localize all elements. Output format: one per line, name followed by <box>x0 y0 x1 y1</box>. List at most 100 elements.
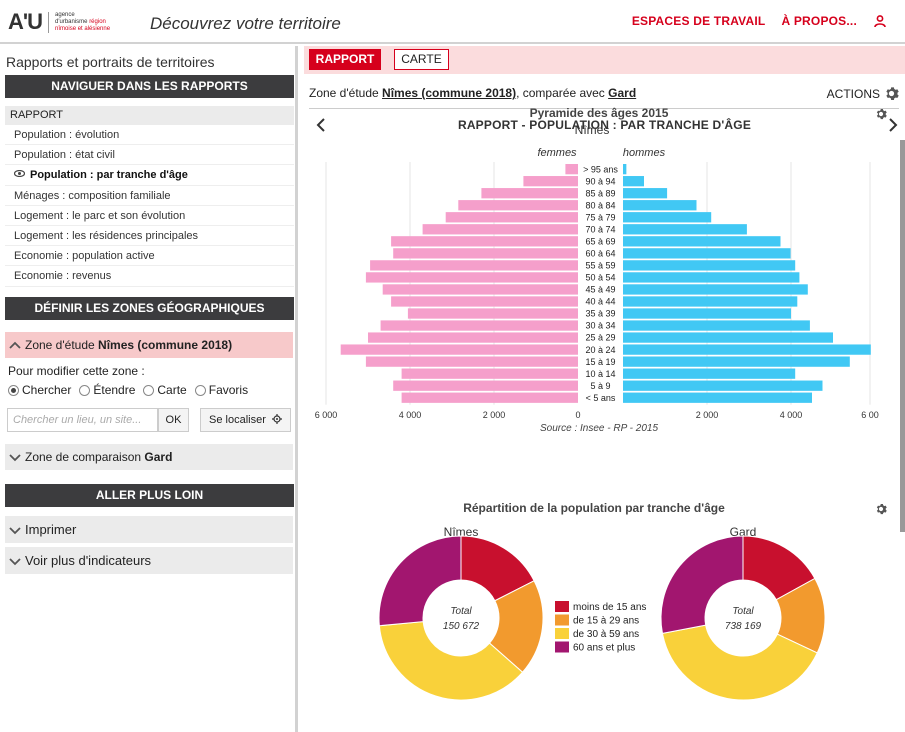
top-nav: ESPACES DE TRAVAIL À PROPOS... <box>632 14 887 28</box>
bar-femmes <box>481 188 578 199</box>
report-item-population-evolution[interactable]: Population : évolution <box>5 125 294 146</box>
report-item-logement-parc[interactable]: Logement : le parc et son évolution <box>5 206 294 226</box>
age-tick-label: 40 à 44 <box>585 297 615 307</box>
bar-hommes <box>623 272 800 283</box>
age-tick-label: 25 à 29 <box>585 333 615 343</box>
bar-femmes <box>382 284 578 295</box>
zone-summary: Zone d'étude Nîmes (commune 2018), compa… <box>309 86 637 100</box>
legend-swatch <box>555 614 569 626</box>
legend-swatch <box>555 601 569 612</box>
bar-hommes <box>623 212 712 223</box>
modify-zone-label: Pour modifier cette zone : <box>8 364 145 378</box>
age-tick-label: 70 à 74 <box>585 224 615 234</box>
chevron-left-icon[interactable] <box>315 118 327 132</box>
bar-femmes <box>401 392 578 403</box>
age-tick-label: 20 à 24 <box>585 345 615 355</box>
search-place-input[interactable] <box>7 408 158 432</box>
donut-slice <box>378 621 524 701</box>
zone-etude-toggle[interactable]: Zone d'étude Nîmes (commune 2018) <box>5 332 293 358</box>
x-tick-label: 2 000 <box>483 410 506 420</box>
age-tick-label: 45 à 49 <box>585 285 615 295</box>
radio-carte[interactable]: Carte <box>143 383 187 397</box>
report-item-population-tranche-age[interactable]: Population : par tranche d'âge <box>5 165 294 186</box>
donut-name: Gard <box>730 525 757 539</box>
bar-femmes <box>393 380 578 391</box>
bar-hommes <box>623 248 791 259</box>
age-tick-label: 35 à 39 <box>585 309 615 319</box>
legend-label: moins de 15 ans <box>573 602 646 613</box>
donut-gear-icon[interactable] <box>876 504 887 515</box>
report-item-population-etat-civil[interactable]: Population : état civil <box>5 145 294 166</box>
zone-etude-link[interactable]: Nîmes (commune 2018) <box>382 86 517 100</box>
report-item-economie-revenus[interactable]: Economie : revenus <box>5 266 294 287</box>
chevron-down-icon <box>9 454 21 462</box>
report-title: RAPPORT - POPULATION : PAR TRANCHE D'ÂGE <box>457 118 752 132</box>
zone-comp-link[interactable]: Gard <box>608 86 637 100</box>
report-group-label: RAPPORT <box>5 106 294 125</box>
bar-femmes <box>391 236 578 247</box>
legend-label: de 30 à 59 ans <box>573 629 639 640</box>
bar-hommes <box>623 308 791 319</box>
chevron-down-icon <box>9 558 21 566</box>
donut-slice <box>661 624 818 701</box>
user-icon[interactable] <box>873 14 887 28</box>
donut-name: Nîmes <box>444 525 479 539</box>
bar-hommes <box>623 188 668 199</box>
report-item-menages[interactable]: Ménages : composition familiale <box>5 186 294 206</box>
age-tick-label: 75 à 79 <box>585 212 615 222</box>
bar-femmes <box>407 308 578 319</box>
radio-favoris[interactable]: Favoris <box>194 383 248 397</box>
bar-femmes <box>458 200 578 211</box>
scrollbar[interactable] <box>900 140 905 532</box>
zone-mode-radios: Chercher Étendre Carte Favoris <box>8 383 248 397</box>
bar-femmes <box>340 344 578 355</box>
tab-carte[interactable]: CARTE <box>394 49 449 70</box>
bar-hommes <box>623 284 808 295</box>
tab-rapport[interactable]: RAPPORT <box>309 49 381 70</box>
view-tabs: RAPPORT CARTE <box>304 46 905 74</box>
bar-hommes <box>623 296 798 307</box>
x-tick-label: 6 000 <box>315 410 338 420</box>
donut-center-label: Total <box>732 606 754 617</box>
age-tick-label: 60 à 64 <box>585 249 615 259</box>
age-tick-label: > 95 ans <box>583 164 618 174</box>
age-tick-label: 5 à 9 <box>590 381 610 391</box>
legend-label: de 15 à 29 ans <box>573 616 639 627</box>
radio-chercher[interactable]: Chercher <box>8 383 71 397</box>
bar-hommes <box>623 356 850 367</box>
age-tick-label: 55 à 59 <box>585 261 615 271</box>
locate-button[interactable]: Se localiser <box>200 408 291 432</box>
legend-swatch <box>555 641 569 653</box>
bar-femmes <box>445 212 578 223</box>
bar-hommes <box>623 176 644 187</box>
zone-comparaison-toggle[interactable]: Zone de comparaison Gard <box>5 444 293 470</box>
nav-reports-heading: NAVIGUER DANS LES RAPPORTS <box>5 75 294 98</box>
app-title: Découvrez votre territoire <box>150 14 341 33</box>
report-item-economie-active[interactable]: Economie : population active <box>5 246 294 267</box>
bar-hommes <box>623 260 796 271</box>
bar-hommes <box>623 380 823 391</box>
agency-logo[interactable]: A'U agence d'urbanisme région nîmoise et… <box>8 6 110 38</box>
search-ok-button[interactable]: OK <box>158 408 189 432</box>
print-toggle[interactable]: Imprimer <box>5 516 293 543</box>
pyramid-label-femmes: femmes <box>537 147 577 159</box>
actions-button[interactable]: ACTIONS <box>827 86 899 101</box>
logo-subtitle: agence d'urbanisme région nîmoise et alé… <box>48 11 110 33</box>
age-tick-label: 80 à 84 <box>585 200 615 210</box>
report-item-logement-residences[interactable]: Logement : les résidences principales <box>5 226 294 247</box>
donut-total: 150 672 <box>443 621 480 632</box>
nav-espaces-de-travail[interactable]: ESPACES DE TRAVAIL <box>631 14 766 28</box>
more-indicators-toggle[interactable]: Voir plus d'indicateurs <box>5 547 293 574</box>
radio-etendre[interactable]: Étendre <box>79 383 135 397</box>
chevron-right-icon[interactable] <box>887 118 899 132</box>
donut-title: Répartition de la population par tranche… <box>463 501 725 515</box>
donut-slice <box>660 535 744 634</box>
legend-swatch <box>555 628 569 639</box>
pyramid-gear-icon[interactable] <box>876 109 887 120</box>
bar-femmes <box>365 272 578 283</box>
donut-center-label: Total <box>450 606 472 617</box>
bar-hommes <box>623 236 781 247</box>
pyramid-title: Pyramide des âges 2015 <box>530 106 669 120</box>
nav-a-propos[interactable]: À PROPOS... <box>781 14 857 28</box>
zones-heading: DÉFINIR LES ZONES GÉOGRAPHIQUES <box>5 297 294 320</box>
